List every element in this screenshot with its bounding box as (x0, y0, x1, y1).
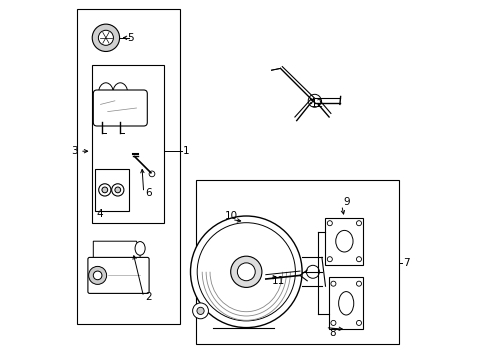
Circle shape (307, 94, 321, 107)
Text: 10: 10 (224, 211, 237, 221)
Circle shape (330, 320, 335, 325)
Polygon shape (93, 241, 140, 263)
Circle shape (230, 256, 262, 287)
Circle shape (326, 221, 332, 226)
Circle shape (92, 24, 120, 51)
Text: 3: 3 (71, 146, 78, 156)
Ellipse shape (113, 83, 127, 104)
Text: 7: 7 (402, 258, 408, 268)
Circle shape (330, 281, 335, 286)
Text: 2: 2 (145, 292, 152, 302)
Text: 6: 6 (145, 188, 152, 198)
Circle shape (306, 265, 319, 278)
Text: 8: 8 (328, 328, 335, 338)
Circle shape (190, 216, 302, 328)
Circle shape (237, 263, 255, 281)
Bar (95, 169, 129, 211)
Circle shape (326, 257, 332, 262)
Text: 5: 5 (127, 33, 134, 43)
Circle shape (102, 187, 107, 193)
Circle shape (356, 221, 361, 226)
Bar (328, 277, 363, 329)
Text: 1: 1 (182, 146, 189, 156)
Circle shape (197, 307, 203, 315)
Circle shape (197, 223, 295, 321)
Bar (91, 65, 163, 223)
Bar (325, 218, 363, 265)
Text: 12: 12 (310, 99, 324, 109)
Circle shape (115, 187, 121, 193)
Circle shape (88, 266, 106, 284)
Circle shape (356, 257, 361, 262)
Circle shape (356, 320, 361, 325)
Circle shape (93, 271, 102, 280)
Circle shape (149, 171, 155, 177)
Circle shape (99, 184, 111, 196)
Ellipse shape (98, 83, 113, 104)
Ellipse shape (135, 242, 145, 255)
Ellipse shape (335, 230, 352, 252)
Circle shape (356, 281, 361, 286)
Circle shape (111, 184, 123, 196)
FancyBboxPatch shape (93, 90, 147, 126)
Text: 9: 9 (343, 197, 349, 207)
FancyBboxPatch shape (88, 257, 149, 293)
Text: 4: 4 (97, 209, 103, 219)
Circle shape (192, 303, 208, 319)
Bar (77, 9, 179, 324)
Text: 11: 11 (271, 276, 284, 286)
Circle shape (98, 30, 113, 45)
Ellipse shape (338, 292, 353, 315)
Bar (196, 180, 399, 344)
